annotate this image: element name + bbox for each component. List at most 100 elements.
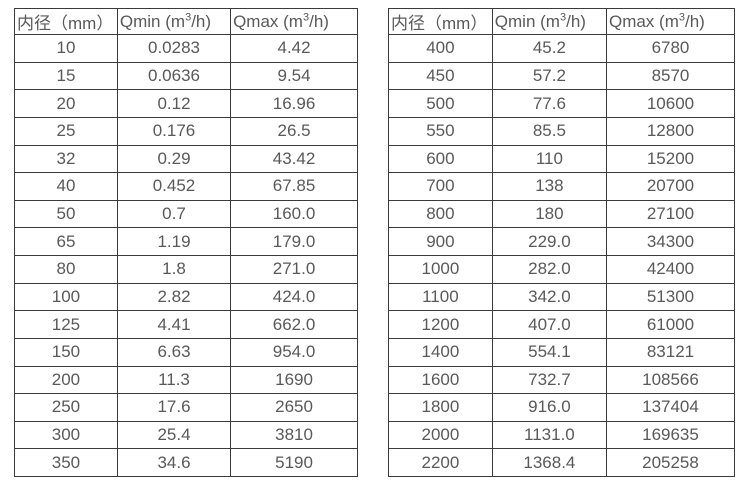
cell-qmax: 5190 <box>230 448 358 477</box>
table-row: 900 229.0 34300 <box>388 227 736 256</box>
cell-diameter: 800 <box>388 199 493 229</box>
table-row: 50 0.7 160.0 <box>14 199 358 229</box>
table-row: 700 138 20700 <box>388 172 736 201</box>
cell-diameter: 100 <box>14 282 118 312</box>
cell-qmin: 1.19 <box>116 227 232 256</box>
cell-qmax: 205258 <box>605 448 736 477</box>
cell-qmin: 77.6 <box>491 89 607 118</box>
cell-diameter: 15 <box>14 61 118 91</box>
superscript-exponent: 3 <box>185 10 192 23</box>
cell-qmax: 662.0 <box>230 310 358 339</box>
cell-diameter: 200 <box>14 365 118 395</box>
cell-qmax: 954.0 <box>230 337 358 367</box>
cell-qmin: 2.82 <box>116 282 232 312</box>
cell-qmin: 25.4 <box>116 420 232 450</box>
header-row: 内径（mm） Qmin (m3/h) Qmax (m3/h) <box>388 8 736 35</box>
cell-qmin: 45.2 <box>491 34 607 63</box>
cell-qmin: 0.7 <box>116 199 232 229</box>
table-row: 150 6.63 954.0 <box>14 337 358 367</box>
cell-qmax: 83121 <box>605 337 736 367</box>
cell-qmin: 110 <box>491 144 607 174</box>
cell-diameter: 1100 <box>388 282 493 312</box>
cell-diameter: 1000 <box>388 255 493 284</box>
cell-qmin: 11.3 <box>116 365 232 395</box>
cell-diameter: 250 <box>14 393 118 422</box>
cell-diameter: 550 <box>388 116 493 146</box>
cell-qmax: 26.5 <box>230 116 358 146</box>
cell-qmin: 282.0 <box>491 255 607 284</box>
table-row: 125 4.41 662.0 <box>14 310 358 339</box>
table-row: 15 0.0636 9.54 <box>14 61 358 91</box>
header-cell-qmin: Qmin (m3/h) <box>116 8 232 35</box>
cell-diameter: 2000 <box>388 420 493 450</box>
cell-qmax: 61000 <box>605 310 736 339</box>
table-row: 350 34.6 5190 <box>14 448 358 477</box>
cell-qmin: 916.0 <box>491 393 607 422</box>
table-row: 65 1.19 179.0 <box>14 227 358 256</box>
table-row: 20 0.12 16.96 <box>14 89 358 118</box>
table-row: 10 0.0283 4.42 <box>14 34 358 63</box>
table-row: 1100 342.0 51300 <box>388 282 736 312</box>
cell-qmax: 9.54 <box>230 61 358 91</box>
superscript-exponent: 3 <box>302 10 310 23</box>
table-row: 1200 407.0 61000 <box>388 310 736 339</box>
header-cell-qmin: Qmin (m3/h) <box>491 8 607 35</box>
cell-diameter: 500 <box>388 89 493 118</box>
table-row: 400 45.2 6780 <box>388 34 736 63</box>
cell-qmin: 732.7 <box>491 365 607 395</box>
cell-qmax: 43.42 <box>230 144 358 174</box>
cell-qmax: 6780 <box>605 34 736 63</box>
cell-qmin: 57.2 <box>491 61 607 91</box>
cell-diameter: 1600 <box>388 365 493 395</box>
cell-qmax: 20700 <box>605 172 736 201</box>
table-row: 500 77.6 10600 <box>388 89 736 118</box>
table-row: 800 180 27100 <box>388 199 736 229</box>
table-row: 80 1.8 271.0 <box>14 255 358 284</box>
cell-diameter: 80 <box>14 255 118 284</box>
table-row: 2200 1368.4 205258 <box>388 448 736 477</box>
cell-qmax: 271.0 <box>230 255 358 284</box>
cell-qmin: 180 <box>491 199 607 229</box>
table-row: 1800 916.0 137404 <box>388 393 736 422</box>
cell-diameter: 65 <box>14 227 118 256</box>
cell-diameter: 40 <box>14 172 118 201</box>
cell-qmax: 51300 <box>605 282 736 312</box>
cell-qmin: 229.0 <box>491 227 607 256</box>
header-cell-qmax: Qmax (m3/h) <box>605 8 736 35</box>
cell-qmin: 0.12 <box>116 89 232 118</box>
flow-table-left: 内径（mm） Qmin (m3/h) Qmax (m3/h) 10 0.0283 4.42… <box>14 8 358 477</box>
cell-diameter: 350 <box>14 448 118 477</box>
cell-qmin: 138 <box>491 172 607 201</box>
cell-qmax: 34300 <box>605 227 736 256</box>
cell-qmin: 342.0 <box>491 282 607 312</box>
cell-qmax: 160.0 <box>230 199 358 229</box>
superscript-exponent: 3 <box>559 10 567 23</box>
cell-qmax: 108566 <box>605 365 736 395</box>
cell-diameter: 10 <box>14 34 118 63</box>
table-row: 100 2.82 424.0 <box>14 282 358 312</box>
cell-diameter: 600 <box>388 144 493 174</box>
cell-diameter: 50 <box>14 199 118 229</box>
table-row: 200 11.3 1690 <box>14 365 358 395</box>
cell-qmin: 0.452 <box>116 172 232 201</box>
cell-qmax: 8570 <box>605 61 736 91</box>
table-row: 1400 554.1 83121 <box>388 337 736 367</box>
cell-qmax: 67.85 <box>230 172 358 201</box>
cell-qmin: 1131.0 <box>491 420 607 450</box>
cell-diameter: 150 <box>14 337 118 367</box>
header-cell-diameter: 内径（mm） <box>388 8 493 35</box>
cell-diameter: 125 <box>14 310 118 339</box>
cell-qmin: 0.0283 <box>116 34 232 63</box>
superscript-exponent: 3 <box>678 10 685 23</box>
table-row: 600 110 15200 <box>388 144 736 174</box>
table-row: 32 0.29 43.42 <box>14 144 358 174</box>
header-row: 内径（mm） Qmin (m3/h) Qmax (m3/h) <box>14 8 358 35</box>
cell-diameter: 1200 <box>388 310 493 339</box>
table-row: 1600 732.7 108566 <box>388 365 736 395</box>
cell-qmax: 2650 <box>230 393 358 422</box>
cell-qmin: 0.176 <box>116 116 232 146</box>
cell-qmin: 6.63 <box>116 337 232 367</box>
cell-qmin: 34.6 <box>116 448 232 477</box>
table-row: 40 0.452 67.85 <box>14 172 358 201</box>
cell-diameter: 450 <box>388 61 493 91</box>
